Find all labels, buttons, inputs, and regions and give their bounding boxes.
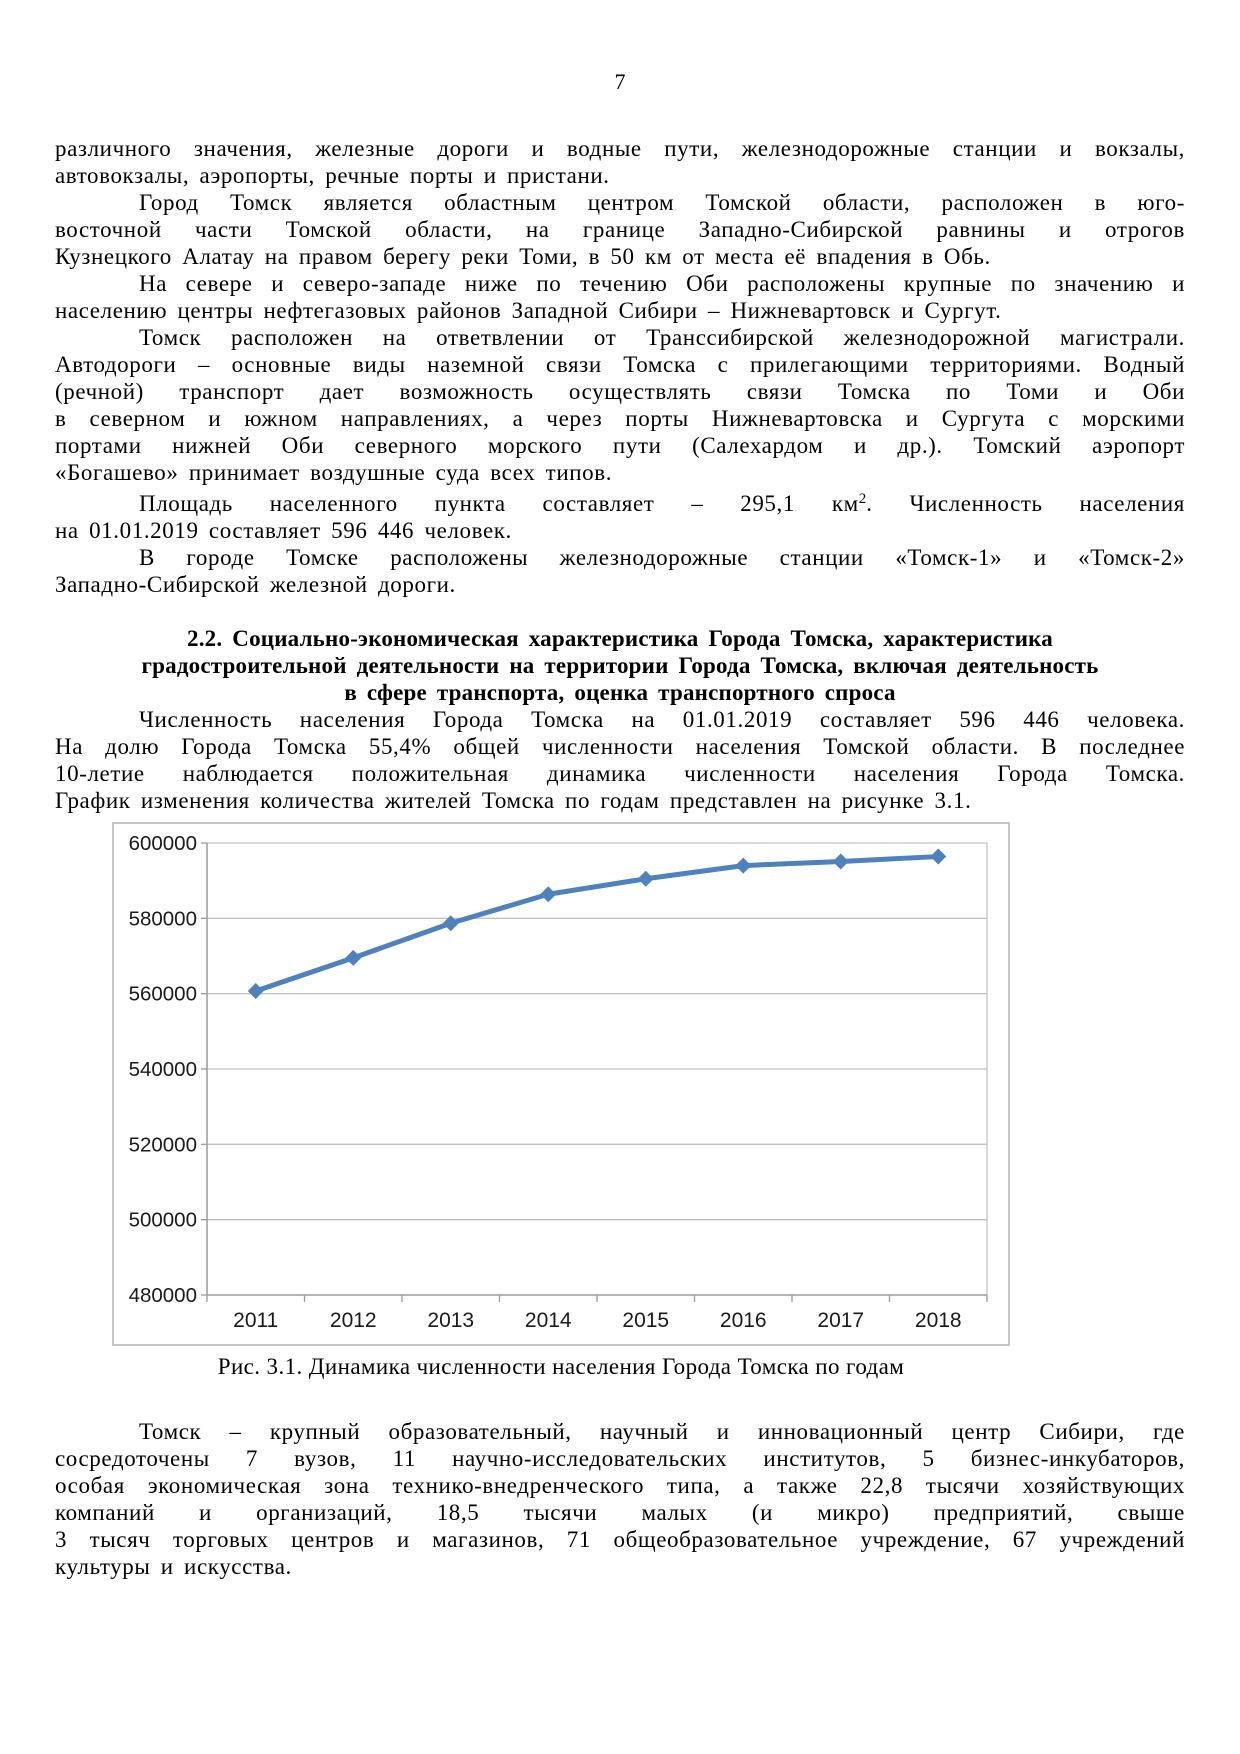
text-run: . Численность населения <box>866 491 1185 516</box>
paragraph-continuation: различного значения, железные дороги и в… <box>55 135 1185 189</box>
text-line: Томск – крупный образовательный, научный… <box>139 1419 1185 1444</box>
text-line: Западно-Сибирской железной дороги. <box>55 572 456 597</box>
text-line: особая экономическая зона технико-внедре… <box>55 1473 1185 1498</box>
text-line: 2.2. Социально-экономическая характерист… <box>187 626 1053 651</box>
section-heading-2-2: 2.2. Социально-экономическая характерист… <box>55 625 1185 706</box>
text-line: Томск расположен на ответвлении от Транс… <box>139 325 1185 350</box>
population-chart-figure: 480000 500000 520000 540000 560000 580000 6000… <box>112 822 1010 1346</box>
y-tick-label: 480000 <box>129 1284 197 1307</box>
x-tick-label: 2012 <box>330 1309 377 1332</box>
text-line: градостроительной деятельности на террит… <box>141 653 1099 678</box>
document-page: 7 различного значения, железные дороги и… <box>55 69 1185 1580</box>
text-run: Площадь населенного пункта составляет – … <box>139 491 859 516</box>
text-line: компаний и организаций, 18,5 тысячи малы… <box>55 1500 1185 1525</box>
paragraph-transport-links: Томск расположен на ответвлении от Транс… <box>55 324 1185 486</box>
x-tick-label: 2011 <box>233 1309 278 1332</box>
data-point-marker <box>540 886 557 903</box>
data-point-marker <box>735 857 752 874</box>
data-point-marker <box>637 870 654 887</box>
paragraph-north-cities: На севере и северо-западе ниже по течени… <box>55 270 1185 324</box>
y-tick-label: 580000 <box>129 907 197 930</box>
superscript: 2 <box>858 491 867 507</box>
y-tick-label: 600000 <box>129 832 197 855</box>
data-point-marker <box>832 853 849 870</box>
x-tick-label: 2017 <box>817 1309 864 1332</box>
chart-frame <box>112 822 1010 1346</box>
paragraph-tomsk-center: Город Томск является областным центром Т… <box>55 189 1185 270</box>
text-line: 10-летие наблюдается положительная динам… <box>55 761 1185 786</box>
x-tick-label: 2014 <box>525 1309 572 1332</box>
text-line: В городе Томске расположены железнодорож… <box>139 545 1185 570</box>
paragraph-rail-stations: В городе Томске расположены железнодорож… <box>55 544 1185 598</box>
text-line: портами нижней Оби северного морского пу… <box>55 433 1185 458</box>
text-line: На севере и северо-западе ниже по течени… <box>139 271 1185 296</box>
x-tick-label: 2018 <box>915 1309 962 1332</box>
data-point-marker <box>247 983 264 1000</box>
text-line: автовокзалы, аэропорты, речные порты и п… <box>55 163 610 188</box>
x-tick-label: 2013 <box>427 1309 474 1332</box>
y-tick-label: 560000 <box>129 983 197 1006</box>
paragraph-city-facts: Томск – крупный образовательный, научный… <box>55 1418 1185 1580</box>
x-tick-label: 2015 <box>622 1309 669 1332</box>
text-line: Численность населения Города Томска на 0… <box>139 707 1185 732</box>
text-line: в сфере транспорта, оценка транспортного… <box>344 680 896 705</box>
text-line: на 01.01.2019 составляет 596 446 человек… <box>55 518 512 543</box>
text-line: различного значения, железные дороги и в… <box>55 136 1185 161</box>
text-line: Автодороги – основные виды наземной связ… <box>55 352 1185 377</box>
figure-caption: Рис. 3.1. Динамика численности населения… <box>217 1354 905 1379</box>
text-line: (речной) транспорт дает возможность осущ… <box>55 379 1185 404</box>
y-tick-label: 540000 <box>129 1058 197 1081</box>
text-line: 3 тысяч торговых центров и магазинов, 71… <box>55 1527 1185 1552</box>
text-line: населению центры нефтегазовых районов За… <box>55 298 1002 323</box>
paragraph-population-dynamics: Численность населения Города Томска на 0… <box>55 706 1185 814</box>
data-line <box>253 854 941 994</box>
data-point-marker <box>442 915 459 932</box>
text-line: культуры и искусства. <box>55 1554 292 1579</box>
data-point-marker <box>930 848 947 865</box>
text-line: Кузнецкого Алатау на правом берегу реки … <box>55 244 991 269</box>
text-line: На долю Города Томска 55,4% общей числен… <box>55 734 1185 759</box>
y-tick-label: 500000 <box>129 1209 197 1232</box>
text-line: восточной части Томской области, на гран… <box>55 217 1185 242</box>
x-tick-label: 2016 <box>720 1309 767 1332</box>
text-line: сосредоточены 7 вузов, 11 научно-исследо… <box>55 1446 1185 1471</box>
text-line: в северном и южном направлениях, а через… <box>55 406 1185 431</box>
y-tick-label: 520000 <box>129 1133 197 1156</box>
paragraph-area-population: Площадь населенного пункта составляет – … <box>55 486 1185 544</box>
text-line: «Богашево» принимает воздушные суда всех… <box>55 460 613 485</box>
population-chart-svg: 480000 500000 520000 540000 560000 580000 6000… <box>112 822 1010 1346</box>
text-line: Площадь населенного пункта составляет – … <box>55 486 1185 517</box>
data-point-marker <box>345 949 362 966</box>
text-line: Город Томск является областным центром Т… <box>139 190 1185 215</box>
page-number: 7 <box>614 69 626 94</box>
text-line: График изменения количества жителей Томс… <box>55 788 972 813</box>
